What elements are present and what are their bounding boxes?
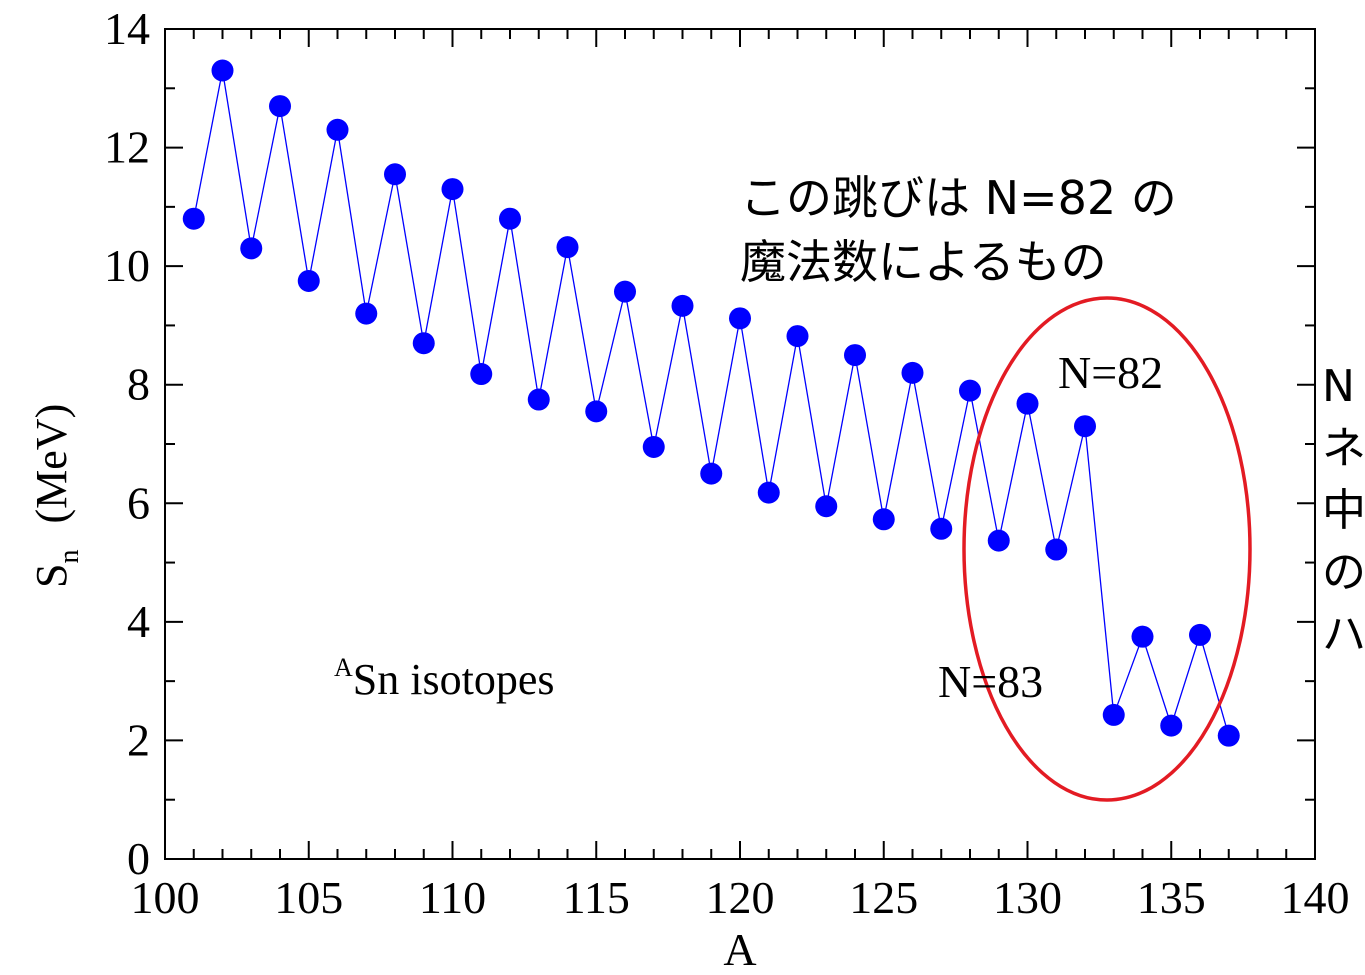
data-point	[786, 325, 809, 348]
data-point	[700, 462, 723, 485]
plot-frame	[164, 28, 1316, 860]
data-point	[844, 344, 866, 367]
data-point	[182, 207, 205, 230]
tick-labels: 100 105 110 115 120 125 130 135 140 0 2 4 6 8 10 12 14	[104, 3, 1350, 923]
data-point	[269, 95, 291, 118]
x-tick-label: 110	[419, 872, 486, 923]
data-point	[642, 435, 665, 458]
x-tick-label: 100	[131, 872, 200, 923]
data-point	[1160, 714, 1183, 737]
jump-annotation: この跳びは N=82 の 魔法数によるもの	[740, 166, 1177, 294]
data-point	[326, 118, 349, 141]
y-tick-label: 12	[104, 122, 150, 173]
x-axis-label: A	[723, 924, 756, 975]
data-point	[556, 236, 579, 259]
x-tick-label: 120	[706, 872, 775, 923]
data-point	[240, 237, 263, 260]
x-tick-label: 140	[1281, 872, 1350, 923]
data-point	[959, 379, 981, 402]
y-tick-label: 2	[127, 714, 150, 765]
x-tick-label: 115	[563, 872, 630, 923]
data-point	[1016, 392, 1039, 415]
jump-annotation-line-2: 魔法数によるもの	[740, 235, 1107, 289]
data-point	[815, 495, 838, 518]
y-tick-label: 10	[104, 240, 150, 291]
y-axis-label-symbol: S	[27, 564, 76, 588]
inset-label: ASn isotopes	[334, 653, 554, 704]
data-point	[987, 529, 1010, 552]
tick-marks	[164, 28, 1316, 860]
data-point	[297, 269, 320, 292]
side-annotation-line-4: の	[1322, 547, 1365, 598]
data-point	[614, 280, 636, 303]
annotation-n82: N=82	[1058, 347, 1163, 398]
data-point	[527, 388, 550, 411]
data-point	[930, 517, 953, 540]
data-point	[872, 508, 895, 531]
y-tick-label: 6	[127, 477, 150, 528]
data-point	[1189, 623, 1211, 646]
y-tick-label: 0	[127, 833, 150, 884]
x-tick-label: 125	[849, 872, 918, 923]
data-point	[412, 332, 435, 355]
x-tick-label: 130	[993, 872, 1062, 923]
data-point	[1131, 625, 1154, 648]
data-point	[499, 207, 521, 230]
side-annotation-line-3: 中	[1322, 485, 1365, 536]
side-annotation: N ネ 中 の ハ	[1322, 356, 1365, 666]
side-annotation-line-5: ハ	[1322, 609, 1365, 660]
data-point	[441, 178, 464, 201]
data-point	[211, 59, 234, 82]
y-tick-label: 8	[127, 359, 150, 410]
x-tick-label: 105	[274, 872, 343, 923]
jump-annotation-line-1: この跳びは N=82 の	[740, 171, 1177, 225]
y-tick-label: 4	[127, 596, 150, 647]
y-tick-label: 14	[104, 3, 150, 54]
x-tick-label: 135	[1137, 872, 1206, 923]
data-point	[384, 163, 406, 186]
side-annotation-line-2: ネ	[1322, 423, 1365, 474]
data-point	[1102, 703, 1125, 726]
highlight-ellipse	[962, 296, 1252, 802]
data-point	[585, 400, 608, 423]
inset-label-text: Sn isotopes	[353, 655, 555, 704]
y-axis-label-subscript: n	[54, 550, 85, 564]
inset-label-superscript: A	[334, 653, 353, 682]
side-annotation-line-1: N	[1322, 361, 1355, 412]
data-point	[1045, 538, 1068, 561]
data-point	[671, 294, 694, 317]
data-point	[729, 307, 751, 330]
data-point	[901, 361, 924, 384]
annotation-n83: N=83	[938, 656, 1043, 707]
data-point	[355, 302, 378, 325]
data-point	[1217, 724, 1240, 747]
data-points	[182, 59, 1240, 747]
data-point	[1074, 415, 1096, 438]
svg-text:Sn(MeV): Sn (MeV)	[27, 404, 85, 588]
data-point	[470, 363, 493, 386]
data-point	[757, 481, 780, 504]
y-axis-label: Sn (MeV)	[27, 404, 85, 588]
y-axis-label-unit: (MeV)	[27, 404, 76, 524]
